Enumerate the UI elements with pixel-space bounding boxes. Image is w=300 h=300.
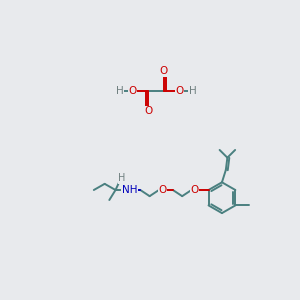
Text: O: O [160,66,168,76]
Text: NH: NH [122,185,137,195]
Text: O: O [129,86,137,96]
Text: H: H [116,86,124,96]
Text: H: H [118,173,125,184]
Text: O: O [190,185,199,195]
Text: H: H [189,86,196,96]
Text: O: O [159,185,167,195]
Text: O: O [144,106,152,116]
Text: O: O [175,86,184,96]
